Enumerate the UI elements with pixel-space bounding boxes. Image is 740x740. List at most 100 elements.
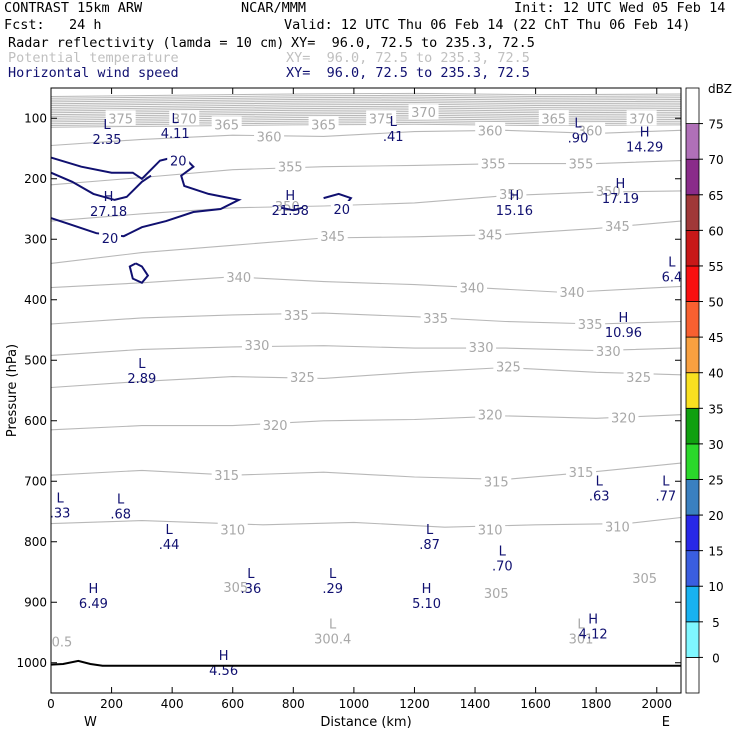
wind-contour-label: 20 [333,203,350,218]
colorbar-swatch [685,123,700,160]
colorbar-label: 75 [708,118,723,132]
y-tick-label: 600 [24,414,47,428]
theta-label: 325 [290,371,315,386]
colorbar-label: 45 [708,331,723,345]
wind-extremum-value: 15.16 [496,204,533,219]
y-tick-label: 1000 [16,656,47,670]
x-tick-label: 1200 [399,697,430,711]
wind-extremum-type: L [596,475,604,490]
theta-label: 330 [245,339,270,354]
colorbar-swatch [685,407,700,445]
colorbar-label: 20 [708,509,723,523]
wind-extremum-type: L [138,357,146,372]
wind-extremum-type: L [329,567,337,582]
theta-extremum-value: 0.5 [52,636,73,651]
east-endpoint-label: E [662,715,670,730]
colorbar-swatch [685,372,700,409]
wind-extremum-value: 27.18 [90,205,127,220]
wind-contour-label-bg [330,201,353,216]
theta-contour-line [50,190,682,222]
y-tick-label: 100 [24,111,47,125]
x-tick-label: 400 [161,697,184,711]
theta-contour-line [50,105,682,110]
wind-extremum-type: L [668,256,676,271]
theta-contour-line [50,103,682,108]
wind-extremum-value: .36 [241,582,262,597]
wind-extremum-type: L [499,545,507,560]
colorbar: 0 5 10 15 20 25 30 35 40 45 50 55 60 65 70 75 dBZ [685,82,732,694]
y-tick-label: 300 [24,232,47,246]
field-reflectivity-xy: XY= 96.0, 72.5 to 235.3, 72.5 [291,35,535,51]
theta-extremum-value: 301 [569,633,594,648]
colorbar-label: 35 [708,402,723,416]
theta-label: 370 [411,106,436,121]
theta-label: 350 [499,188,524,203]
wind-contour-line [50,171,152,201]
theta-label: 335 [423,312,448,327]
colorbar-label: 40 [708,367,723,381]
colorbar-swatch [685,550,700,587]
wind-contour-line [128,262,150,285]
theta-label-bg [496,185,527,201]
theta-label: 355 [569,158,594,173]
colorbar-swatch [685,158,700,196]
theta-label-bg [220,579,251,595]
theta-label: 365 [214,118,239,133]
wind-extremum-type: L [390,115,398,130]
wind-extremum-type: H [219,649,229,664]
init-time: Init: 12 UTC Wed 05 Feb 14 [514,0,726,16]
theta-label-bg [466,338,497,354]
theta-label-bg [481,585,512,601]
theta-label: 315 [484,475,509,490]
wind-extremum-value: 14.29 [626,140,663,155]
theta-label-bg [593,182,624,198]
colorbar-swatch [685,657,700,694]
x-axis-label: Distance (km) [320,715,411,730]
x-tick-label: 200 [100,697,123,711]
wind-extremum-type: L [662,475,670,490]
theta-label-bg [593,343,624,359]
theta-label: 325 [626,371,651,386]
theta-label: 355 [481,158,506,173]
theta-label: 370 [172,112,197,127]
theta-label: 325 [496,360,521,375]
wind-extremum-value: 4.12 [579,627,608,642]
west-endpoint-label: W [84,715,97,730]
wind-extremum-type: H [422,582,432,597]
wind-extremum-value: 21.58 [272,204,309,219]
theta-contour-line [50,107,682,112]
wind-extremum-value: .68 [110,508,131,523]
colorbar-label: 65 [708,189,723,203]
field-theta-xy: XY= 96.0, 72.5 to 235.3, 72.5 [286,50,530,66]
wind-extremum-value: .77 [656,490,677,505]
field-wind-xy: XY= 96.0, 72.5 to 235.3, 72.5 [286,65,530,81]
theta-label: 360 [257,130,282,145]
field-theta-name: Potential temperature [8,50,179,66]
colorbar-swatch [685,585,700,623]
wind-extremum-value: .29 [322,582,343,597]
theta-label-bg [217,521,248,537]
wind-contour-label: 20 [102,232,119,247]
theta-label-bg [241,337,272,353]
wind-extremum-value: .41 [383,130,404,145]
colorbar-swatch [685,301,700,338]
colorbar-swatch [685,336,700,374]
theta-label: 315 [214,469,239,484]
forecast-hour: Fcst: 24 h [4,17,102,33]
colorbar-label: 70 [708,153,723,167]
colorbar-swatch [685,265,700,302]
theta-label: 360 [578,124,603,139]
theta-label: 375 [369,112,394,127]
x-tick-label: 800 [282,697,305,711]
theta-label: 365 [541,112,566,127]
theta-label-bg [623,369,654,385]
theta-label-bg [317,228,348,244]
colorbar-label: 30 [708,438,723,452]
wind-extremum-type: H [588,612,598,627]
theta-label-bg [275,158,306,174]
theta-label-bg [575,315,606,331]
theta-label-bg [478,155,509,171]
theta-label: 345 [605,220,630,235]
